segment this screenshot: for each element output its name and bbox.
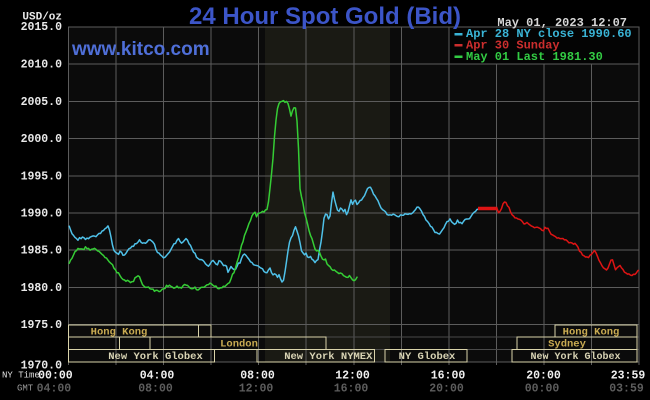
svg-text:12:00: 12:00: [239, 383, 274, 396]
svg-text:1970.0: 1970.0: [21, 359, 63, 372]
svg-text:1995.0: 1995.0: [21, 170, 63, 183]
svg-text:NY Globex: NY Globex: [399, 351, 456, 363]
svg-text:03:59: 03:59: [609, 383, 644, 396]
svg-text:20:00: 20:00: [526, 370, 561, 383]
svg-text:Sydney: Sydney: [548, 339, 587, 351]
svg-text:1985.0: 1985.0: [21, 245, 63, 258]
svg-text:23:59: 23:59: [611, 370, 646, 383]
svg-text:New York Globex: New York Globex: [108, 351, 203, 363]
svg-text:12:00: 12:00: [335, 370, 370, 383]
svg-text:May 01, 2023 12:07: May 01, 2023 12:07: [497, 16, 627, 30]
svg-text:16:00: 16:00: [431, 370, 466, 383]
svg-text:Hong Kong: Hong Kong: [563, 326, 620, 338]
svg-text:2000.0: 2000.0: [21, 133, 63, 146]
svg-text:GMT: GMT: [17, 384, 34, 394]
svg-text:16:00: 16:00: [334, 383, 369, 396]
svg-text:04:00: 04:00: [140, 370, 175, 383]
svg-text:2005.0: 2005.0: [21, 96, 63, 109]
svg-text:www.kitco.com: www.kitco.com: [71, 39, 210, 60]
svg-text:00:00: 00:00: [38, 370, 73, 383]
svg-text:New York NYMEX: New York NYMEX: [284, 351, 373, 363]
svg-text:2015.0: 2015.0: [21, 21, 63, 34]
svg-text:04:00: 04:00: [37, 383, 72, 396]
svg-text:Hong Kong: Hong Kong: [91, 326, 148, 338]
svg-text:08:00: 08:00: [240, 370, 275, 383]
svg-text:1980.0: 1980.0: [21, 282, 63, 295]
svg-text:London: London: [220, 339, 258, 351]
svg-text:Apr 28 NY close 1990.60: Apr 28 NY close 1990.60: [466, 27, 632, 41]
svg-text:NY Time: NY Time: [2, 371, 40, 381]
svg-text:00:00: 00:00: [525, 383, 560, 396]
svg-text:May 01 Last 1981.30: May 01 Last 1981.30: [466, 50, 603, 64]
svg-text:USD/oz: USD/oz: [22, 12, 62, 24]
svg-text:Apr 30 Sunday: Apr 30 Sunday: [466, 39, 560, 53]
svg-text:20:00: 20:00: [429, 383, 464, 396]
svg-text:08:00: 08:00: [138, 383, 173, 396]
svg-text:2010.0: 2010.0: [21, 59, 63, 72]
svg-text:New York Globex: New York Globex: [530, 351, 620, 363]
svg-text:1975.0: 1975.0: [21, 319, 63, 332]
svg-text:1990.0: 1990.0: [21, 208, 63, 221]
svg-text:24 Hour Spot Gold (Bid): 24 Hour Spot Gold (Bid): [189, 3, 461, 30]
